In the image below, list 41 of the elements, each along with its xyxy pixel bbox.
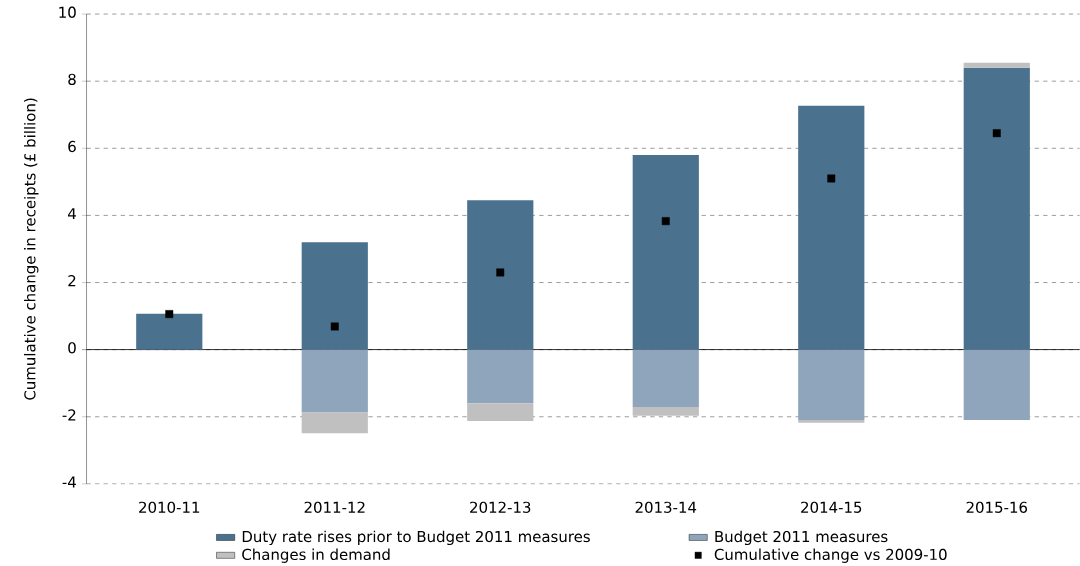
bar <box>301 242 368 350</box>
y-tick-label: 4 <box>67 207 76 219</box>
bar <box>136 313 203 350</box>
legend-label: Changes in demand <box>242 548 390 563</box>
y-tick-label: -4 <box>62 476 76 488</box>
x-tick-label: 2011-12 <box>304 501 365 513</box>
bar <box>798 105 865 350</box>
y-tick-label: 0 <box>68 341 76 354</box>
y-tick-label: -2 <box>62 409 76 421</box>
bar <box>632 406 699 416</box>
bar <box>963 62 1030 68</box>
bar <box>467 349 534 404</box>
bar <box>301 412 368 434</box>
point <box>827 174 836 183</box>
y-tick-label: 10 <box>59 6 76 18</box>
x-tick-label: 2013-14 <box>635 501 697 513</box>
bar <box>467 403 534 421</box>
bar <box>798 419 865 423</box>
point <box>165 309 174 318</box>
legend-label: Budget 2011 measures <box>715 530 888 545</box>
point <box>661 216 670 225</box>
legend-label: Duty rate rises prior to Budget 2011 measures <box>242 530 590 545</box>
point <box>496 268 505 277</box>
bar <box>632 154 699 350</box>
bar <box>798 349 865 420</box>
point <box>330 322 339 331</box>
y-tick-label: 2 <box>68 274 76 286</box>
bar <box>963 67 1030 350</box>
x-tick-label: 2010-11 <box>139 501 200 513</box>
y-axis-title: Cumulative change in receipts (£ billion) <box>23 98 39 400</box>
bar <box>467 200 534 350</box>
point <box>992 129 1001 137</box>
bar <box>963 349 1030 420</box>
y-tick-label: 8 <box>68 73 76 85</box>
bar <box>632 349 699 407</box>
x-tick-label: 2012-13 <box>470 501 531 513</box>
y-tick-label: 6 <box>68 140 76 152</box>
x-tick-label: 2014-15 <box>801 501 862 513</box>
x-tick-label: 2015-16 <box>966 501 1028 513</box>
bar <box>301 349 368 413</box>
legend-label: Cumulative change vs 2009-10 <box>714 548 947 563</box>
